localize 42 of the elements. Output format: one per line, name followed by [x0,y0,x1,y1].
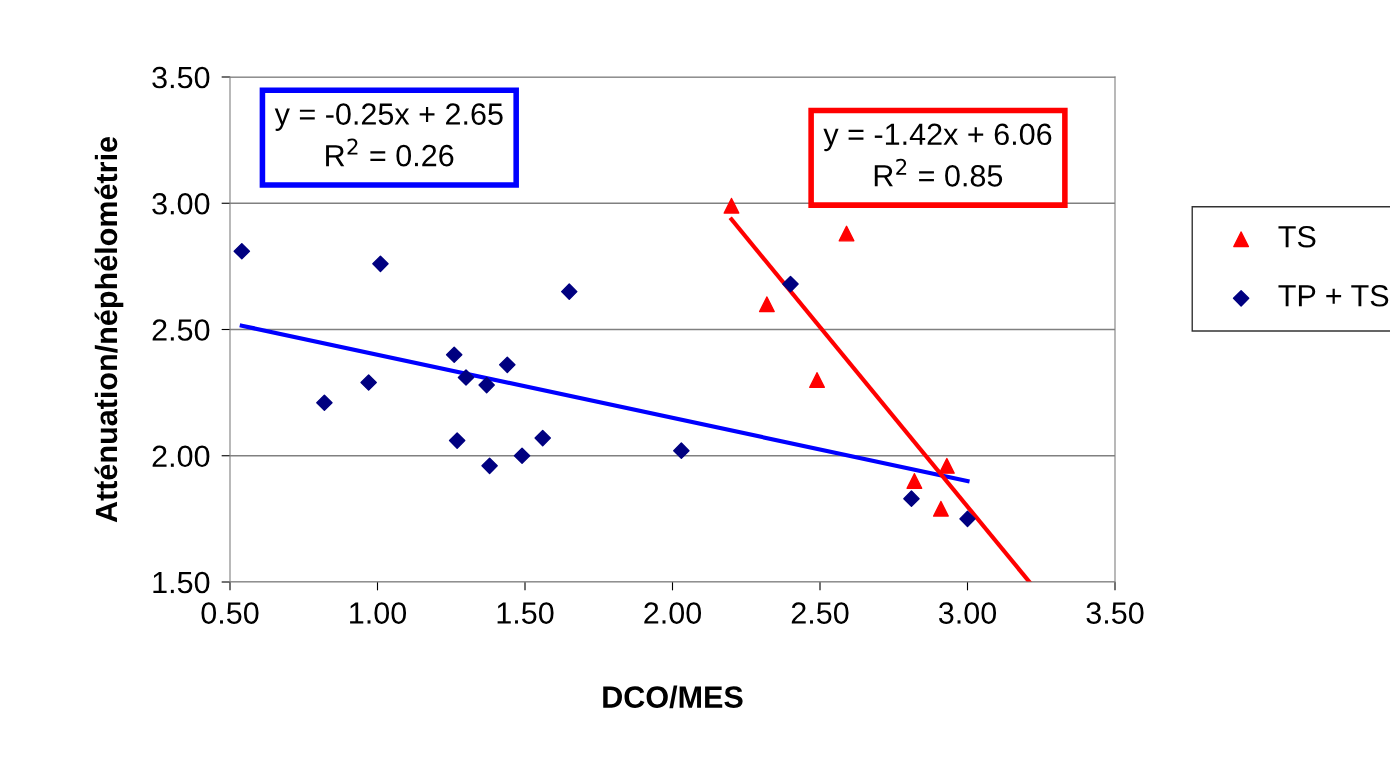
point [903,490,920,507]
point [938,457,955,474]
annotation: y = -0.25x + 2.65 R$^{2}$ = 0.26 [274,103,503,167]
y-tick-label: 2.50 [152,319,210,341]
point [498,356,516,374]
point [959,510,976,528]
point [809,372,826,388]
y-tick-label: 3.50 [152,66,210,89]
point [534,429,552,447]
point [448,432,466,449]
y-axis-title: Atténuation/néphélométrie [94,137,124,523]
x-tick-label: 2.00 [644,602,702,624]
point [478,376,495,394]
point [838,225,855,242]
y-tick-label: 2.00 [152,445,210,468]
point [316,394,333,412]
x-tick-label: 1.00 [350,602,407,624]
point [560,283,578,300]
point [723,197,740,214]
legend-label: TP + TS [1278,284,1389,307]
y-tick-label: 3.00 [152,192,210,215]
x-tick-label: 1.50 [497,602,554,624]
legend-label: TS [1278,225,1316,248]
point [233,242,251,260]
annotation: y = -1.42x + 6.06 R$^{2}$ = 0.85 [823,123,1052,187]
x-tick-label: 2.50 [791,602,849,624]
point [372,255,389,273]
point [932,500,949,517]
point [673,442,690,460]
point [360,374,377,391]
point [457,369,475,386]
point [513,447,531,465]
x-tick-label: 0.50 [201,602,259,624]
y-tick-label: 1.50 [153,571,210,594]
x-tick-label: 3.00 [938,602,997,624]
point [481,457,498,475]
x-tick-label: 3.50 [1086,602,1144,624]
point [445,346,463,364]
point [906,473,923,489]
point [782,275,799,293]
x-axis-title: DCO/MES [603,685,743,709]
point [758,296,775,313]
